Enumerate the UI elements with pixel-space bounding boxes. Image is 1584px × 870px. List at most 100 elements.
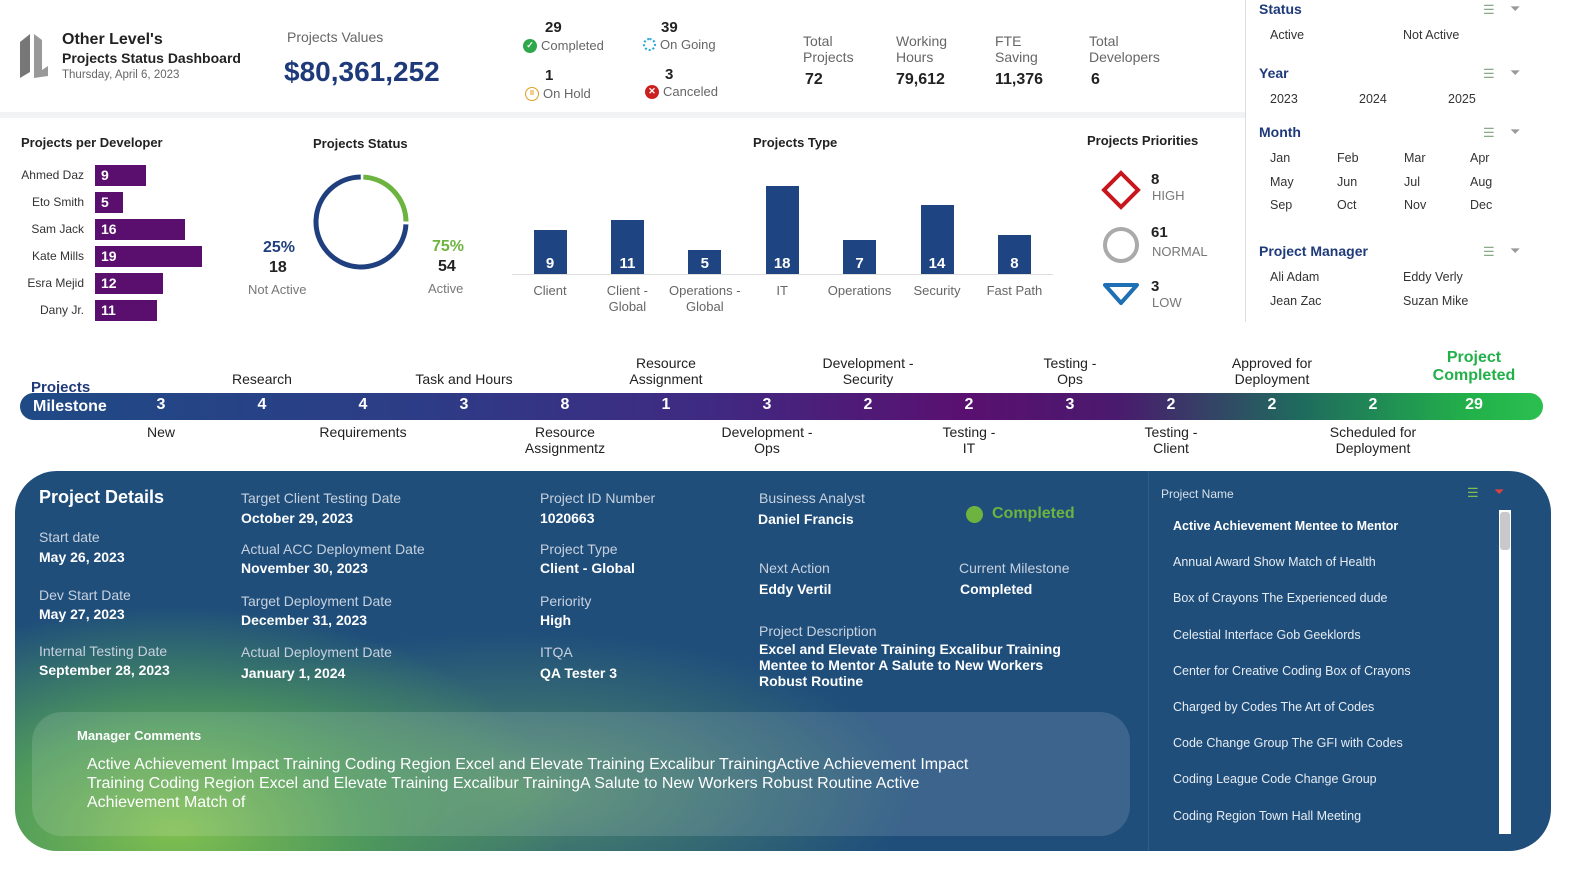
clear-filter-icon[interactable]: ⏷: [1494, 484, 1505, 499]
project-list-title: Project Name: [1161, 487, 1234, 501]
filter-month-option[interactable]: Dec: [1470, 198, 1493, 212]
completed-count: 29: [545, 19, 562, 36]
filter-month-option[interactable]: Jun: [1337, 174, 1358, 189]
triangle-down-icon: [1103, 283, 1139, 305]
dev-bar: 11: [95, 300, 158, 321]
project-list-scrollbar[interactable]: [1499, 510, 1511, 834]
milestone-value: 2: [1368, 396, 1378, 413]
start-date-value: May 26, 2023: [39, 549, 125, 565]
kpi-value: 11,376: [995, 71, 1044, 88]
dev-name-label: Dany Jr.: [39, 303, 84, 317]
circle-icon: [1103, 227, 1139, 263]
dashboard-title: Projects Status Dashboard: [62, 50, 241, 66]
milestone-value: 8: [560, 396, 570, 413]
active-label: Active: [428, 281, 464, 296]
filter-month-option[interactable]: Nov: [1404, 198, 1427, 212]
actual-deploy-label: Actual Deployment Date: [241, 644, 392, 660]
filter-month-option[interactable]: Oct: [1337, 198, 1357, 212]
milestone-value: 2: [863, 396, 873, 413]
filter-manager-option[interactable]: Ali Adam: [1270, 270, 1320, 284]
filter-status-option[interactable]: Active: [1270, 28, 1305, 42]
filter-manager-option[interactable]: Jean Zac: [1270, 293, 1322, 308]
milestone-title-top: Projects: [31, 379, 91, 396]
project-list-item[interactable]: Code Change Group The GFI with Codes: [1173, 736, 1403, 751]
priorities-title: Projects Priorities: [1087, 133, 1199, 148]
project-details-panel: [15, 471, 1551, 851]
company-name: Other Level's: [62, 31, 163, 48]
priority-label: Periority: [540, 593, 592, 609]
milestone-value: 3: [156, 396, 166, 413]
diamond-icon: [1101, 170, 1141, 210]
dev-bar: 19: [95, 246, 203, 267]
active-percent: 75%: [432, 238, 465, 255]
project-list-item[interactable]: Charged by Codes The Art of Codes: [1173, 700, 1375, 714]
priority-icons: [1101, 170, 1141, 305]
project-list-item[interactable]: Coding Region Town Hall Meeting: [1173, 808, 1362, 823]
project-list-item[interactable]: Active Achievement Mentee to Mentor: [1173, 519, 1399, 533]
completed-text: Completed: [541, 38, 604, 53]
milestone-stage-label: Research: [232, 371, 292, 387]
filter-month-option[interactable]: Jan: [1270, 151, 1291, 165]
filter-year-option[interactable]: 2023: [1270, 92, 1298, 106]
filter-status-multiselect-icon[interactable]: ☰: [1483, 2, 1495, 17]
multi-select-icon[interactable]: ☰: [1467, 485, 1479, 500]
filter-status-option[interactable]: Not Active: [1403, 28, 1460, 42]
dev-bar: 12: [95, 273, 163, 294]
filter-year-clear-icon[interactable]: ⏷: [1510, 65, 1521, 80]
kpi-total-projects: Total Projects 72: [803, 33, 883, 89]
description-text: Excel and Elevate Training Excalibur Tra…: [759, 641, 1061, 689]
completed-label: ✓ Completed: [523, 38, 604, 53]
filter-manager-option[interactable]: Suzan Mike: [1403, 293, 1469, 308]
filter-month-option[interactable]: Apr: [1470, 151, 1490, 165]
scrollbar-thumb[interactable]: [1500, 512, 1510, 550]
dev-start-value: May 27, 2023: [39, 606, 125, 622]
spinner-icon: [643, 38, 656, 51]
projects-values-amount: $80,361,252: [284, 56, 440, 87]
milestone-stage-label: Project Completed: [1432, 349, 1516, 384]
project-list-item[interactable]: Celestial Interface Gob Geeklords: [1173, 627, 1361, 642]
project-list-item[interactable]: Box of Crayons The Experienced dude: [1173, 591, 1388, 606]
filter-year-title: Year: [1259, 65, 1289, 81]
filter-month-option[interactable]: May: [1270, 174, 1294, 189]
donut-slice-active: [313, 174, 409, 270]
status-donut: [313, 174, 409, 270]
milestone-value: 2: [964, 396, 974, 413]
priority-value: High: [540, 612, 572, 628]
filter-month-option[interactable]: Aug: [1470, 174, 1493, 189]
type-category-label: IT: [776, 283, 788, 298]
filter-manager-clear-icon[interactable]: ⏷: [1510, 243, 1521, 258]
pause-circle-icon: II: [525, 86, 539, 101]
not-active-count: 18: [269, 259, 287, 276]
analyst-value: Daniel Francis: [758, 511, 854, 527]
type-bar: 5: [688, 249, 722, 274]
filter-month-option[interactable]: Mar: [1404, 151, 1426, 165]
filter-month-option[interactable]: Jul: [1404, 174, 1420, 189]
filter-year-multiselect-icon[interactable]: ☰: [1483, 66, 1495, 81]
canceled-count: 3: [665, 66, 674, 83]
milestone-value: 29: [1465, 396, 1483, 413]
milestone-value: 2: [1267, 396, 1277, 413]
projects-values-label: Projects Values: [287, 29, 384, 45]
project-list-item[interactable]: Annual Award Show Match of Health: [1173, 555, 1376, 570]
filter-manager-option[interactable]: Eddy Verly: [1403, 270, 1463, 284]
filter-month-title: Month: [1259, 124, 1301, 140]
filter-month-option[interactable]: Sep: [1270, 198, 1293, 212]
project-list-item[interactable]: Center for Creative Coding Box of Crayon…: [1173, 663, 1411, 678]
project-type-value: Client - Global: [540, 560, 635, 576]
filter-month-clear-icon[interactable]: ⏷: [1510, 124, 1521, 139]
description-line: Excel and Elevate Training Excalibur Tra…: [759, 641, 1061, 657]
status-dot-icon: [966, 506, 983, 523]
filter-month-option[interactable]: Feb: [1337, 151, 1359, 165]
filter-month-multiselect-icon[interactable]: ☰: [1483, 125, 1495, 140]
not-active-label: Not Active: [248, 282, 307, 297]
milestone-stage-label: Testing - Ops: [1043, 355, 1097, 387]
milestone-stage-label: Scheduled for Deployment: [1329, 424, 1417, 456]
filter-year-option[interactable]: 2025: [1448, 92, 1476, 106]
filter-manager-multiselect-icon[interactable]: ☰: [1483, 244, 1495, 259]
milestone-stage-label: Testing - IT: [942, 424, 996, 456]
filter-year-option[interactable]: 2024: [1359, 92, 1387, 106]
project-list-item[interactable]: Coding League Code Change Group: [1173, 772, 1377, 787]
milestone-stage-label: Testing - Client: [1144, 424, 1198, 456]
filter-status-clear-icon[interactable]: ⏷: [1510, 1, 1521, 16]
not-active-percent: 25%: [263, 239, 296, 256]
